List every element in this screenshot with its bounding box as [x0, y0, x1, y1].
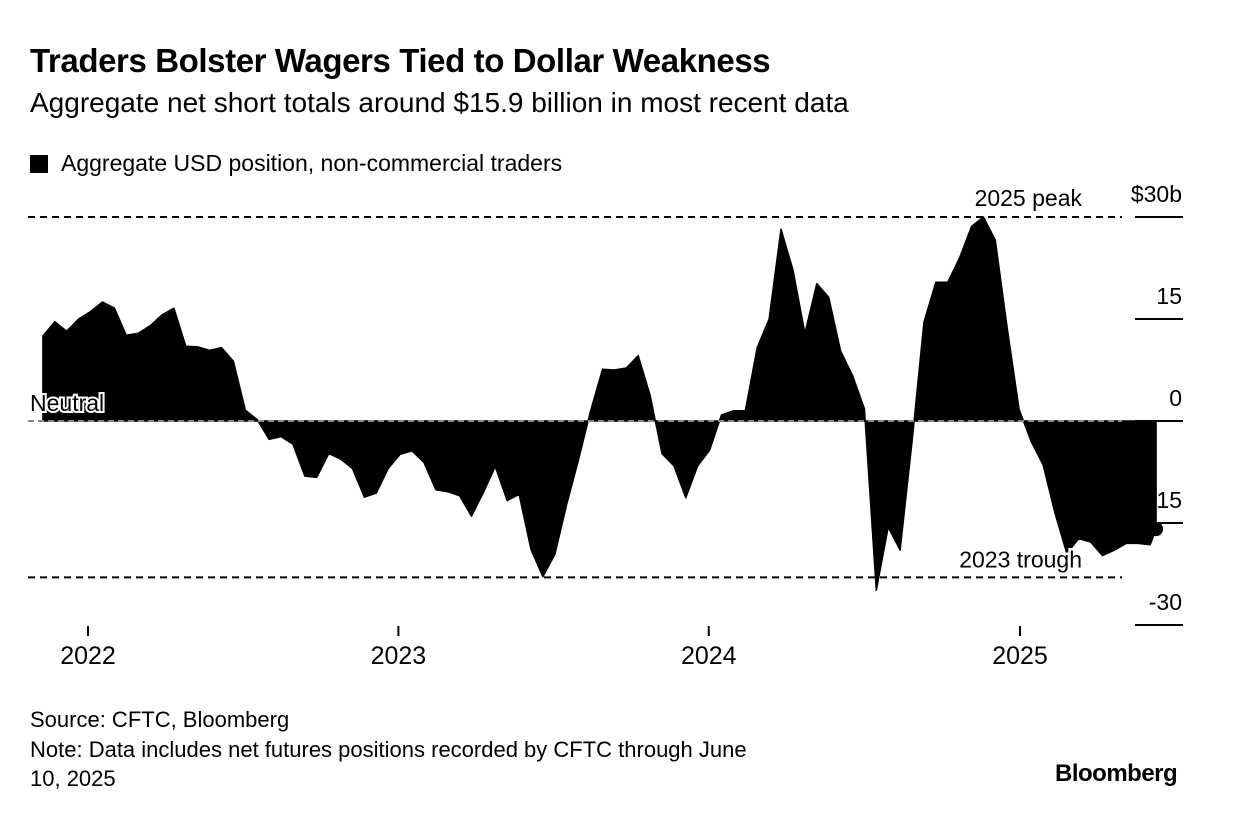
neutral-label: Neutral: [30, 390, 104, 416]
x-tick-label: 2025: [992, 642, 1048, 670]
x-tick-label: 2022: [60, 642, 116, 670]
last-point-marker: [1149, 522, 1164, 537]
legend-label: Aggregate USD position, non-commercial t…: [61, 150, 563, 176]
legend: Aggregate USD position, non-commercial t…: [30, 150, 562, 177]
data-note-line-1: Note: Data includes net futures position…: [30, 737, 747, 762]
x-tick-label: 2024: [681, 642, 737, 670]
chart-canvas: 2025 peak 2023 trough Neutral $30b 15 0 -15 -30…: [28, 181, 1183, 670]
source-note: Source: CFTC, Bloomberg: [30, 707, 290, 732]
y-tick-label: -30: [1149, 589, 1182, 615]
chart-subtitle: Aggregate net short totals around $15.9 …: [30, 87, 849, 118]
series-area: [42, 216, 1157, 592]
y-tick-label: -15: [1149, 487, 1182, 513]
data-note-line-2: 10, 2025: [30, 766, 116, 791]
y-tick-label: $30b: [1131, 181, 1182, 207]
x-tick-label: 2023: [371, 642, 427, 670]
y-tick-label: 0: [1169, 385, 1182, 411]
bloomberg-logo: Bloomberg: [1055, 760, 1178, 787]
peak-label: 2025 peak: [975, 185, 1083, 211]
chart-title: Traders Bolster Wagers Tied to Dollar We…: [30, 42, 771, 79]
legend-swatch: [30, 154, 48, 173]
y-tick-label: 15: [1156, 283, 1182, 309]
trough-label: 2023 trough: [959, 546, 1082, 572]
